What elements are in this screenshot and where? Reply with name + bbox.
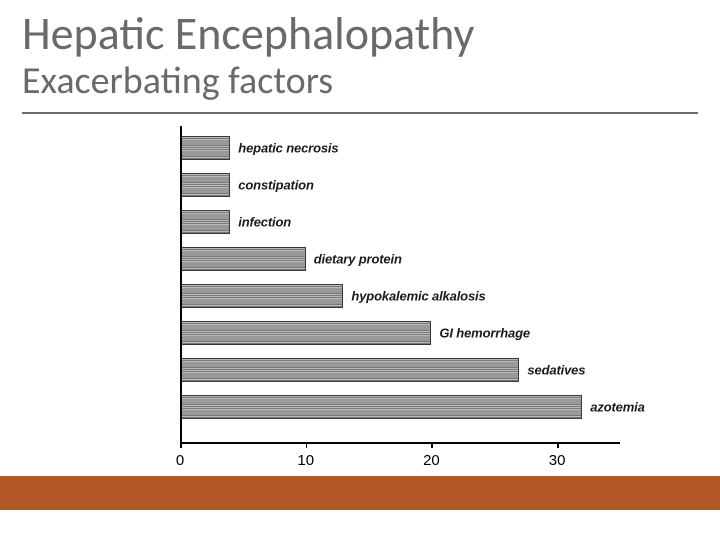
bar-label: azotemia bbox=[590, 400, 644, 415]
x-tick-label: 10 bbox=[297, 452, 314, 469]
y-axis-line bbox=[180, 126, 182, 442]
bar: azotemia bbox=[180, 395, 582, 419]
bar: hepatic necrosis bbox=[180, 136, 230, 160]
bar: constipation bbox=[180, 173, 230, 197]
bar: infection bbox=[180, 210, 230, 234]
x-tick bbox=[431, 442, 433, 448]
title-divider bbox=[22, 112, 698, 114]
bar-fill bbox=[180, 358, 519, 382]
bar-label: constipation bbox=[238, 178, 313, 193]
x-tick-label: 20 bbox=[423, 452, 440, 469]
bar: sedatives bbox=[180, 358, 519, 382]
bar: GI hemorrhage bbox=[180, 321, 431, 345]
bar-label: dietary protein bbox=[314, 252, 402, 267]
bar-fill bbox=[180, 321, 431, 345]
bar-fill bbox=[180, 284, 343, 308]
bar-label: infection bbox=[238, 215, 291, 230]
bar: dietary protein bbox=[180, 247, 306, 271]
bar-label: hypokalemic alkalosis bbox=[351, 289, 485, 304]
bar-fill bbox=[180, 210, 230, 234]
bar-fill bbox=[180, 136, 230, 160]
page-title: Hepatic Encephalopathy bbox=[22, 6, 474, 62]
x-tick-label: 0 bbox=[176, 452, 184, 469]
chart-plot: hepatic necrosis constipation infection die… bbox=[180, 126, 620, 442]
footer-accent-bar bbox=[0, 476, 720, 510]
bar-label: GI hemorrhage bbox=[439, 326, 530, 341]
x-tick-label: 30 bbox=[549, 452, 566, 469]
bar-label: hepatic necrosis bbox=[238, 141, 338, 156]
bar-fill bbox=[180, 173, 230, 197]
bar-fill bbox=[180, 247, 306, 271]
x-tick bbox=[180, 442, 182, 448]
x-tick bbox=[557, 442, 559, 448]
chart-area: hepatic necrosis constipation infection die… bbox=[140, 126, 640, 478]
bar-label: sedatives bbox=[527, 363, 585, 378]
slide: Hepatic Encephalopathy Exacerbating fact… bbox=[0, 0, 720, 540]
page-subtitle: Exacerbating factors bbox=[22, 58, 333, 104]
x-tick bbox=[306, 442, 308, 448]
x-axis-line bbox=[180, 442, 620, 444]
bar: hypokalemic alkalosis bbox=[180, 284, 343, 308]
bar-fill bbox=[180, 395, 582, 419]
